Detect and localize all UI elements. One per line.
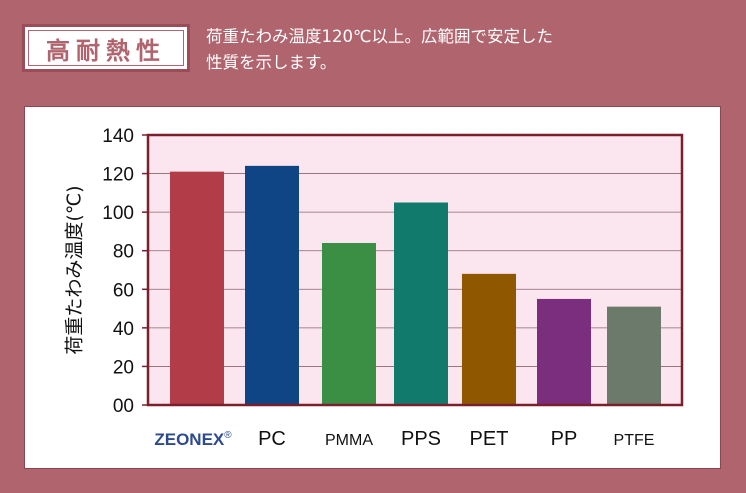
y-tick-label: 40 [113,319,134,340]
y-tick-label: 140 [102,126,134,147]
y-tick-label: 00 [113,396,134,417]
x-label-pc: PC [258,428,286,450]
x-label-ptfe: PTFE [614,432,655,449]
bars [170,165,661,405]
description-line-2: 性質を示します。 [206,53,337,72]
y-tick-label: 60 [113,280,134,301]
x-label-zeonex: ZEONEX® [154,430,232,449]
description: 荷重たわみ温度120℃以上。広範囲で安定した 性質を示します。 [206,24,626,76]
x-label-pet: PET [470,428,509,450]
y-tick-label: 100 [102,203,134,224]
bar-pmma [322,243,376,405]
bar-chart: 00 20 40 60 80 100 120 140 ZEONEX® PC PMMA PPS PET P… [64,126,684,450]
description-line-1: 荷重たわみ温度120℃以上。広範囲で安定した [206,27,554,46]
bar-zeonex [170,171,224,405]
x-label-pmma: PMMA [325,432,373,449]
y-tick-label: 20 [113,357,134,378]
chart-panel: 00 20 40 60 80 100 120 140 ZEONEX® PC PMMA PPS PET P… [24,106,721,469]
bar-pps [394,202,448,405]
bar-ptfe [607,306,661,405]
y-tick-label: 80 [113,242,134,263]
y-axis-ticks: 00 20 40 60 80 100 120 140 [102,126,148,417]
bar-pp [537,298,591,405]
bar-pet [462,273,516,405]
x-axis-labels: ZEONEX® PC PMMA PPS PET PP PTFE [154,428,654,450]
y-tick-label: 120 [102,165,134,186]
x-label-pps: PPS [401,428,441,450]
bar-pc [245,165,299,405]
badge-label: 高耐熱性 [28,30,184,66]
plot-frame [146,133,684,407]
registered-mark: ® [224,430,232,441]
x-label-pp: PP [551,428,578,450]
y-axis-label: 荷重たわみ温度(℃) [64,185,86,354]
heat-resistance-badge: 高耐熱性 [22,24,190,72]
